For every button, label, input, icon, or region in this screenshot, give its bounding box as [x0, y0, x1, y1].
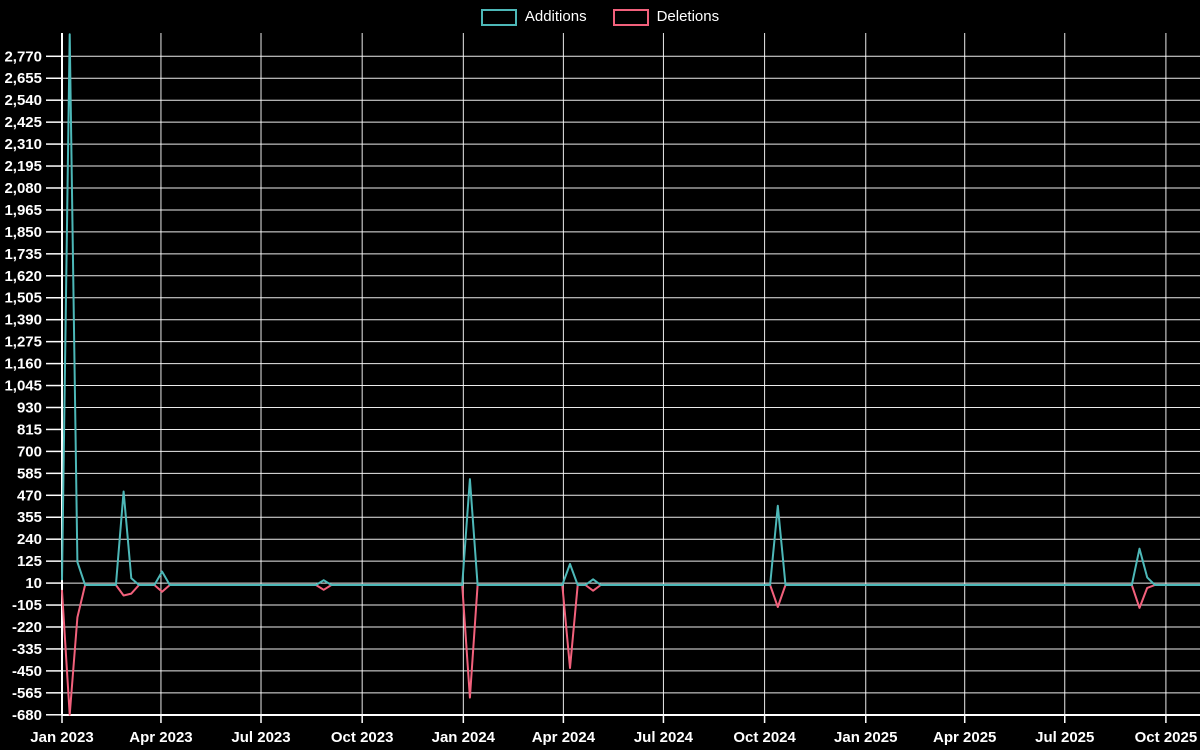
x-tick-label: Apr 2025 [933, 729, 996, 746]
y-tick-label: 2,310 [4, 136, 42, 153]
y-tick-label: 1,735 [4, 246, 42, 263]
y-tick-label: 1,045 [4, 378, 42, 395]
y-tick-label: -565 [12, 685, 42, 702]
deletions-swatch-icon [612, 8, 649, 26]
y-tick-label: 2,080 [4, 180, 42, 197]
legend-label-additions: Additions [524, 8, 587, 25]
x-tick-label: Jul 2023 [231, 729, 290, 746]
x-tick-label: Jan 2025 [834, 729, 897, 746]
y-tick-label: -105 [12, 597, 42, 614]
y-tick-label: -680 [12, 707, 42, 724]
x-tick-label: Oct 2025 [1135, 729, 1198, 746]
x-tick-label: Jul 2025 [1035, 729, 1094, 746]
y-tick-label: 1,965 [4, 202, 42, 219]
y-tick-label: 10 [25, 575, 42, 592]
y-tick-label: 355 [17, 509, 42, 526]
y-tick-label: 470 [17, 487, 42, 504]
y-tick-label: 240 [17, 531, 42, 548]
y-tick-label: 2,425 [4, 114, 42, 131]
x-tick-label: Jan 2024 [432, 729, 496, 746]
legend-item-deletions[interactable]: Deletions [612, 7, 720, 27]
y-tick-label: 125 [17, 553, 42, 570]
y-tick-label: 2,540 [4, 92, 42, 109]
x-tick-label: Oct 2023 [331, 729, 394, 746]
series-line-deletions [61, 584, 1200, 716]
y-tick-label: 2,655 [4, 70, 42, 87]
x-tick-label: Apr 2024 [532, 729, 596, 746]
y-tick-label: 1,160 [4, 356, 42, 373]
y-tick-label: 585 [17, 465, 42, 482]
additions-swatch-icon [480, 8, 517, 26]
chart-legend: Additions Deletions [0, 7, 1200, 27]
y-tick-label: 1,275 [4, 334, 42, 351]
series-line-additions [61, 33, 1200, 586]
y-tick-label: 1,850 [4, 224, 42, 241]
x-tick-label: Jan 2023 [30, 729, 93, 746]
legend-label-deletions: Deletions [656, 8, 720, 25]
x-tick-label: Jul 2024 [634, 729, 694, 746]
y-tick-label: 2,770 [4, 48, 42, 65]
y-tick-label: -450 [12, 663, 42, 680]
x-tick-label: Oct 2024 [733, 729, 796, 746]
y-tick-label: 2,195 [4, 158, 42, 175]
y-tick-label: 1,390 [4, 312, 42, 329]
y-tick-label: 815 [17, 421, 42, 438]
y-tick-label: 1,620 [4, 268, 42, 285]
y-tick-label: 930 [17, 399, 42, 416]
y-tick-label: 1,505 [4, 290, 42, 307]
y-tick-label: -220 [12, 619, 42, 636]
y-tick-label: 700 [17, 443, 42, 460]
y-tick-label: -335 [12, 641, 42, 658]
x-tick-label: Apr 2023 [129, 729, 192, 746]
legend-item-additions[interactable]: Additions [480, 7, 587, 27]
